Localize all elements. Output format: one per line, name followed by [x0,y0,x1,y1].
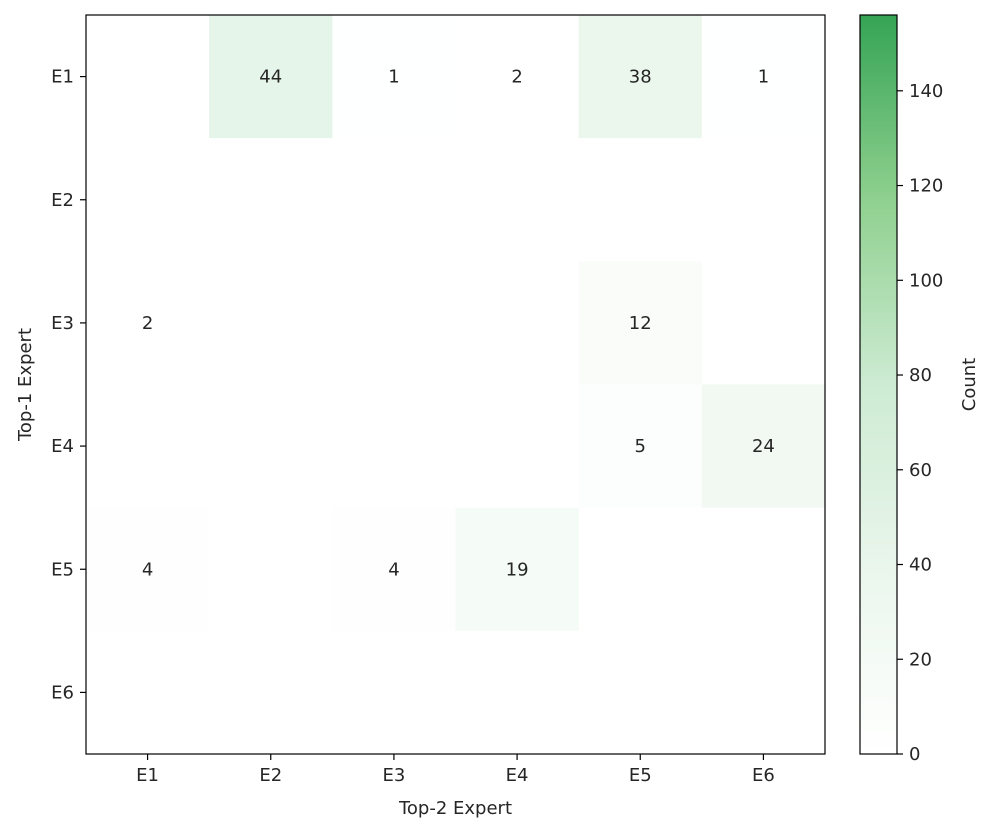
colorbar [859,14,898,755]
heatmap-cell [578,384,703,509]
heatmap-cell [332,507,456,632]
colorbar-tick-label: 60 [909,460,932,481]
heatmap-cell [578,261,703,385]
heatmap-cell [86,507,210,632]
colorbar-tick-label: 20 [909,649,932,670]
heatmap-cell [701,630,826,755]
x-tick-label: E2 [259,765,282,786]
heatmap-cell [86,261,210,385]
cell-value-label: 24 [752,436,775,457]
heatmap-cell [701,15,826,139]
heatmap-cell [455,507,580,632]
heatmap-cell [332,261,456,385]
heatmap-cells [86,15,826,755]
x-tick-label: E6 [752,765,775,786]
heatmap-cell [332,630,456,755]
y-tick-label: E6 [51,682,74,703]
cell-value-label: 44 [259,67,282,88]
heatmap-cell [86,138,210,262]
cell-value-label: 5 [635,436,646,457]
y-tick-label: E2 [51,190,74,211]
heatmap-cell [578,138,703,262]
heatmap-cell [332,138,456,262]
heatmap-cell [455,15,580,139]
heatmap-cell [209,630,333,755]
y-tick-label: E4 [51,436,74,457]
heatmap-cell [86,15,210,139]
heatmap-cell [578,507,703,632]
heatmap-cell [578,630,703,755]
heatmap-cell [455,261,580,385]
heatmap-cell [701,138,826,262]
heatmap-cell [86,384,210,509]
heatmap-cell [701,507,826,632]
y-axis-ticks: E1 E2 E3 E4 E5 E6 [51,67,86,703]
plot-frame [85,14,826,755]
heatmap-cell [701,261,826,385]
heatmap-cell [332,15,456,139]
cell-value-label: 2 [142,313,153,334]
heatmap-cell [455,138,580,262]
heatmap-cell [578,15,703,139]
cell-value-label: 2 [511,67,522,88]
heatmap-cell [209,15,333,139]
heatmap-cell [209,138,333,262]
heatmap-cell [209,261,333,385]
heatmap-cell [209,384,333,509]
heatmap-cell [701,384,826,509]
x-tick-label: E5 [629,765,652,786]
colorbar-tick-label: 100 [909,270,943,291]
y-tick-label: E5 [51,559,74,580]
cell-value-label: 4 [142,559,153,580]
x-axis-label: Top-2 Expert [398,798,512,819]
cell-value-label: 1 [388,67,399,88]
cell-value-label: 1 [758,67,769,88]
y-tick-label: E1 [51,67,74,88]
y-tick-label: E3 [51,313,74,334]
colorbar-label: Count [959,358,980,411]
heatmap-cell [332,384,456,509]
cell-value-label: 19 [506,559,529,580]
x-axis-ticks: E1 E2 E3 E4 E5 E6 [136,754,775,786]
x-tick-label: E4 [506,765,529,786]
colorbar-tick-label: 80 [909,365,932,386]
cell-value-label: 12 [629,313,652,334]
colorbar-tick-label: 40 [909,555,932,576]
heatmap-cell [86,630,210,755]
y-axis-label: Top-1 Expert [15,328,36,442]
cell-value-label: 38 [629,67,652,88]
heatmap-cell [209,507,333,632]
heatmap-cell [455,630,580,755]
colorbar-tick-label: 120 [909,176,943,197]
colorbar-tick-label: 140 [909,81,943,102]
x-tick-label: E1 [136,765,159,786]
cell-value-labels: 44 1 2 38 12 125 244 4 19 [142,67,775,581]
heatmap-cell [455,384,580,509]
x-tick-label: E3 [383,765,406,786]
colorbar-ticks: 0 20 40 60 80 100 120 140 [897,81,943,765]
cell-value-label: 4 [388,559,399,580]
colorbar-tick-label: 0 [909,744,920,765]
